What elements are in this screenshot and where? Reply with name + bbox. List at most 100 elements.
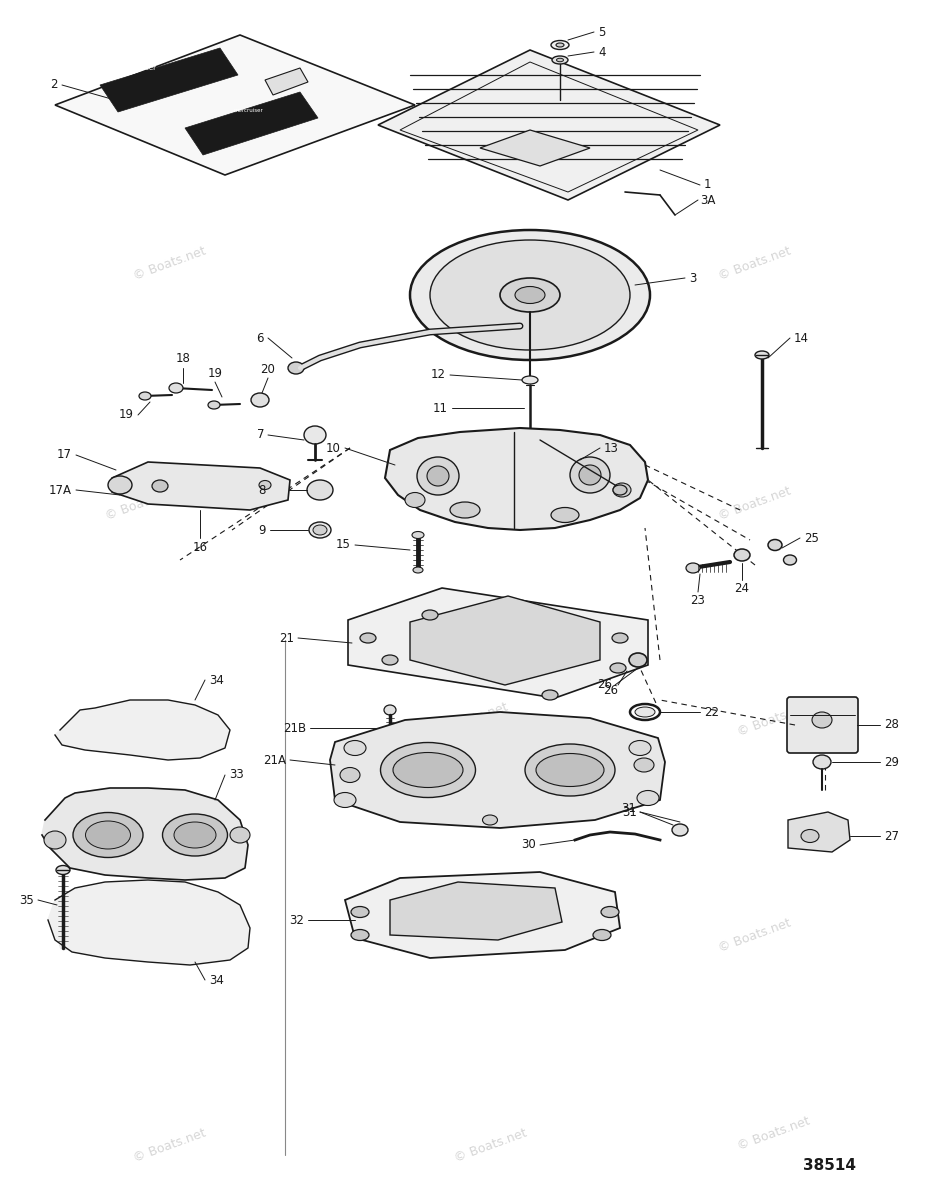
- Text: © Boats.net: © Boats.net: [736, 701, 811, 739]
- Text: 15: 15: [336, 539, 351, 552]
- Text: 38514: 38514: [803, 1158, 856, 1172]
- Text: 19: 19: [207, 367, 223, 380]
- Text: 6: 6: [256, 331, 264, 344]
- Text: 8: 8: [258, 484, 266, 497]
- Text: 27: 27: [884, 829, 899, 842]
- Ellipse shape: [152, 480, 168, 492]
- Ellipse shape: [169, 383, 183, 392]
- Text: 23: 23: [690, 594, 705, 607]
- Text: © Boats.net: © Boats.net: [104, 485, 179, 523]
- Polygon shape: [480, 130, 590, 166]
- Ellipse shape: [525, 744, 615, 796]
- Ellipse shape: [556, 43, 564, 47]
- Text: 34: 34: [209, 973, 223, 986]
- Text: 30: 30: [521, 839, 536, 852]
- Ellipse shape: [427, 466, 449, 486]
- Ellipse shape: [251, 392, 269, 407]
- Ellipse shape: [430, 240, 630, 350]
- Ellipse shape: [515, 287, 545, 304]
- Ellipse shape: [56, 865, 70, 875]
- Ellipse shape: [536, 754, 604, 786]
- Ellipse shape: [230, 827, 250, 842]
- Text: 11: 11: [433, 402, 448, 414]
- Polygon shape: [112, 462, 290, 510]
- Text: © Boats.net: © Boats.net: [57, 917, 132, 955]
- Text: 21A: 21A: [263, 754, 286, 767]
- Ellipse shape: [579, 464, 601, 485]
- Polygon shape: [185, 92, 318, 155]
- Polygon shape: [385, 428, 648, 530]
- Ellipse shape: [410, 230, 650, 360]
- Text: 25: 25: [804, 532, 819, 545]
- Text: 2: 2: [51, 78, 58, 91]
- Ellipse shape: [334, 792, 356, 808]
- Polygon shape: [378, 50, 720, 200]
- Ellipse shape: [613, 482, 631, 497]
- Text: 24: 24: [735, 582, 750, 595]
- Ellipse shape: [672, 824, 688, 836]
- Ellipse shape: [309, 522, 331, 538]
- Text: 19: 19: [119, 408, 134, 421]
- Ellipse shape: [610, 662, 626, 673]
- Ellipse shape: [768, 540, 782, 551]
- Text: 3: 3: [689, 271, 696, 284]
- Ellipse shape: [784, 554, 797, 565]
- Polygon shape: [265, 68, 308, 95]
- Ellipse shape: [450, 502, 480, 518]
- Ellipse shape: [405, 492, 425, 508]
- Polygon shape: [100, 48, 238, 112]
- Text: Mercruiser: Mercruiser: [120, 65, 157, 71]
- Text: 31: 31: [622, 805, 637, 818]
- Polygon shape: [55, 700, 230, 760]
- Text: 35: 35: [19, 894, 34, 906]
- Ellipse shape: [288, 362, 304, 374]
- Polygon shape: [330, 712, 665, 828]
- Ellipse shape: [304, 426, 326, 444]
- Text: © Boats.net: © Boats.net: [717, 917, 792, 955]
- Ellipse shape: [500, 278, 560, 312]
- Ellipse shape: [551, 508, 579, 522]
- Text: © Boats.net: © Boats.net: [717, 245, 792, 283]
- Text: © Boats.net: © Boats.net: [453, 1127, 528, 1165]
- Ellipse shape: [542, 690, 558, 700]
- Ellipse shape: [360, 634, 376, 643]
- Ellipse shape: [812, 712, 832, 728]
- Text: 20: 20: [260, 362, 275, 376]
- Ellipse shape: [570, 457, 610, 493]
- Ellipse shape: [44, 830, 66, 850]
- Text: 17A: 17A: [49, 484, 72, 497]
- Ellipse shape: [86, 821, 130, 850]
- Ellipse shape: [734, 550, 750, 560]
- Text: © Boats.net: © Boats.net: [387, 917, 462, 955]
- Text: © Boats.net: © Boats.net: [434, 485, 509, 523]
- Ellipse shape: [483, 815, 498, 826]
- Polygon shape: [345, 872, 620, 958]
- Ellipse shape: [259, 480, 271, 490]
- Text: 10: 10: [326, 442, 341, 455]
- Polygon shape: [42, 788, 248, 880]
- Ellipse shape: [413, 566, 423, 572]
- Text: 26: 26: [603, 684, 618, 696]
- Text: 22: 22: [704, 706, 719, 719]
- Text: 21B: 21B: [283, 721, 306, 734]
- Text: 21: 21: [279, 631, 294, 644]
- Ellipse shape: [344, 740, 366, 756]
- Ellipse shape: [174, 822, 216, 848]
- Ellipse shape: [813, 755, 831, 769]
- Ellipse shape: [393, 752, 463, 787]
- Text: 34: 34: [209, 673, 223, 686]
- Text: © Boats.net: © Boats.net: [717, 485, 792, 523]
- Text: 5: 5: [598, 25, 605, 38]
- Polygon shape: [48, 880, 250, 965]
- Text: 16: 16: [192, 541, 207, 554]
- Text: 1: 1: [704, 179, 712, 192]
- Ellipse shape: [629, 653, 647, 667]
- Text: 7: 7: [256, 428, 264, 442]
- Ellipse shape: [686, 563, 700, 572]
- Ellipse shape: [351, 906, 369, 918]
- Text: 29: 29: [884, 756, 899, 768]
- Ellipse shape: [382, 655, 398, 665]
- Ellipse shape: [208, 401, 220, 409]
- Polygon shape: [55, 35, 415, 175]
- Text: © Boats.net: © Boats.net: [132, 1127, 207, 1165]
